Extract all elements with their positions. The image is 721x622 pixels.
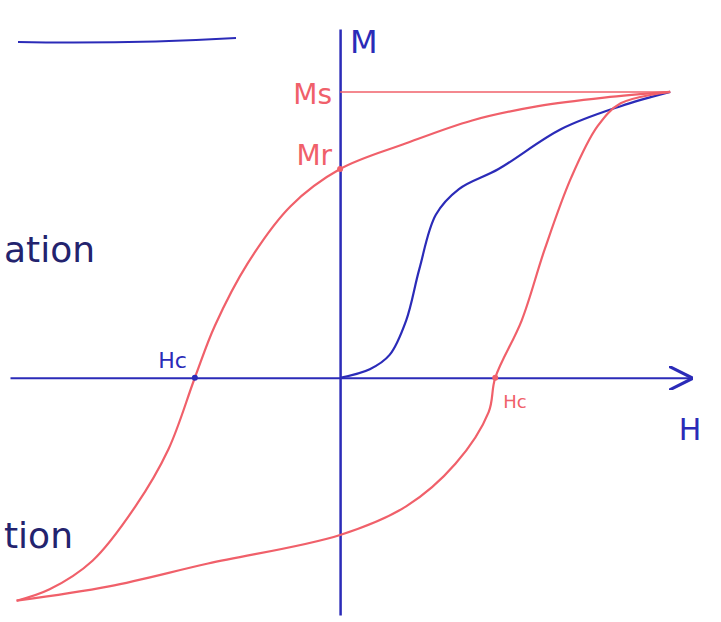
annotation-label: Hc bbox=[503, 391, 526, 412]
y-axis-title: M bbox=[350, 23, 378, 61]
plot-area bbox=[17, 92, 671, 601]
ms-reference-line bbox=[340, 91, 670, 93]
y-axis bbox=[340, 30, 341, 616]
x-axis-title: H bbox=[679, 412, 702, 447]
annotation-label: Mr bbox=[296, 139, 332, 172]
annotations: Ms Mr Hc Hc bbox=[158, 78, 526, 412]
axis-point bbox=[492, 375, 498, 381]
x-axis bbox=[11, 378, 691, 379]
x-axis-line bbox=[11, 377, 691, 379]
margin-note: ation bbox=[4, 229, 95, 270]
annotation-label: Hc bbox=[158, 348, 187, 373]
margin-note: tion bbox=[4, 515, 73, 556]
decor-line bbox=[18, 38, 236, 43]
axis-point bbox=[337, 166, 343, 172]
y-axis-line bbox=[339, 30, 342, 616]
curve bbox=[340, 92, 670, 378]
axis-point bbox=[192, 375, 198, 381]
annotation-label: Ms bbox=[293, 78, 332, 111]
curve bbox=[17, 92, 671, 601]
chart: ation tion H M Ms Mr Hc Hc bbox=[0, 0, 721, 622]
curve bbox=[17, 92, 671, 601]
